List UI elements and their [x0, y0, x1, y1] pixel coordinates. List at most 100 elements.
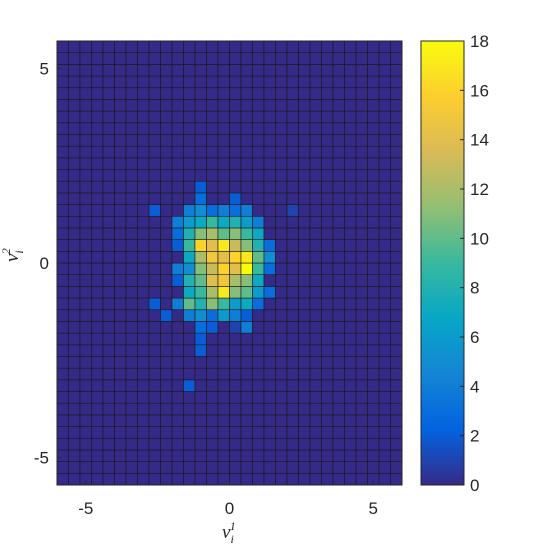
cell [229, 227, 242, 240]
cell [321, 122, 334, 135]
cell [114, 122, 127, 135]
cell [206, 414, 219, 427]
cell [217, 437, 230, 451]
colorbar [420, 40, 465, 486]
cell [252, 227, 265, 240]
cell [355, 367, 368, 381]
cell [252, 110, 265, 124]
cell [378, 75, 391, 89]
cell [240, 426, 253, 439]
cell [206, 402, 219, 416]
cell [206, 110, 219, 124]
cell [275, 75, 288, 89]
cell [91, 145, 104, 159]
cell [79, 40, 92, 53]
cell [183, 379, 196, 392]
cell [378, 157, 391, 170]
cell [91, 437, 104, 451]
cell [114, 251, 127, 264]
cell [298, 87, 311, 100]
cell [240, 239, 253, 252]
cell [321, 332, 334, 346]
cell [286, 379, 299, 392]
cell [183, 204, 196, 217]
cell [183, 426, 196, 439]
cell [217, 64, 230, 77]
cell [68, 402, 81, 416]
cell [378, 344, 391, 357]
cell [344, 215, 357, 229]
cell [390, 449, 403, 462]
x-tick-label: -5 [78, 499, 93, 518]
cell [355, 332, 368, 346]
cell [183, 473, 196, 486]
cell [125, 461, 138, 474]
cell [148, 473, 161, 486]
cell [263, 391, 276, 404]
cell [148, 64, 161, 77]
cell [355, 356, 368, 369]
cell [148, 251, 161, 264]
cell [91, 344, 104, 357]
cell [367, 180, 380, 194]
cell [68, 227, 81, 240]
cell [194, 274, 207, 287]
cell [137, 461, 150, 474]
cell [171, 204, 184, 217]
cell [378, 110, 391, 124]
cell [160, 367, 173, 381]
cell [91, 286, 104, 299]
cell [183, 52, 196, 65]
cell [137, 391, 150, 404]
cell [148, 110, 161, 124]
cell [148, 391, 161, 404]
cell [321, 40, 334, 53]
cell [217, 262, 230, 275]
cell [286, 64, 299, 77]
cell [68, 251, 81, 264]
cell [56, 344, 69, 357]
cell [367, 40, 380, 53]
cell [194, 145, 207, 159]
cell [137, 414, 150, 427]
cell [298, 52, 311, 65]
cell [148, 461, 161, 474]
cell [171, 64, 184, 77]
cell [217, 180, 230, 194]
cell [171, 99, 184, 112]
cell [390, 344, 403, 357]
cell [240, 344, 253, 357]
cell [79, 52, 92, 65]
cell [137, 110, 150, 124]
cell [355, 122, 368, 135]
cell [240, 75, 253, 89]
cell [240, 110, 253, 124]
cell [275, 192, 288, 205]
cell [390, 309, 403, 322]
cell [56, 402, 69, 416]
cell [79, 145, 92, 159]
cell [183, 356, 196, 369]
cell [148, 297, 161, 311]
cell [125, 110, 138, 124]
cell [286, 286, 299, 299]
cell [183, 192, 196, 205]
cell [194, 204, 207, 217]
cell [332, 461, 345, 474]
cell [378, 122, 391, 135]
cell [344, 356, 357, 369]
cell [229, 391, 242, 404]
cell [125, 227, 138, 240]
cell [171, 309, 184, 322]
cell [321, 227, 334, 240]
cell [194, 215, 207, 229]
cell [367, 344, 380, 357]
cell [344, 332, 357, 346]
cell [252, 180, 265, 194]
cell [309, 321, 322, 334]
cell [102, 40, 115, 53]
cell [378, 437, 391, 451]
cell [229, 87, 242, 100]
cell [56, 379, 69, 392]
cell [378, 309, 391, 322]
